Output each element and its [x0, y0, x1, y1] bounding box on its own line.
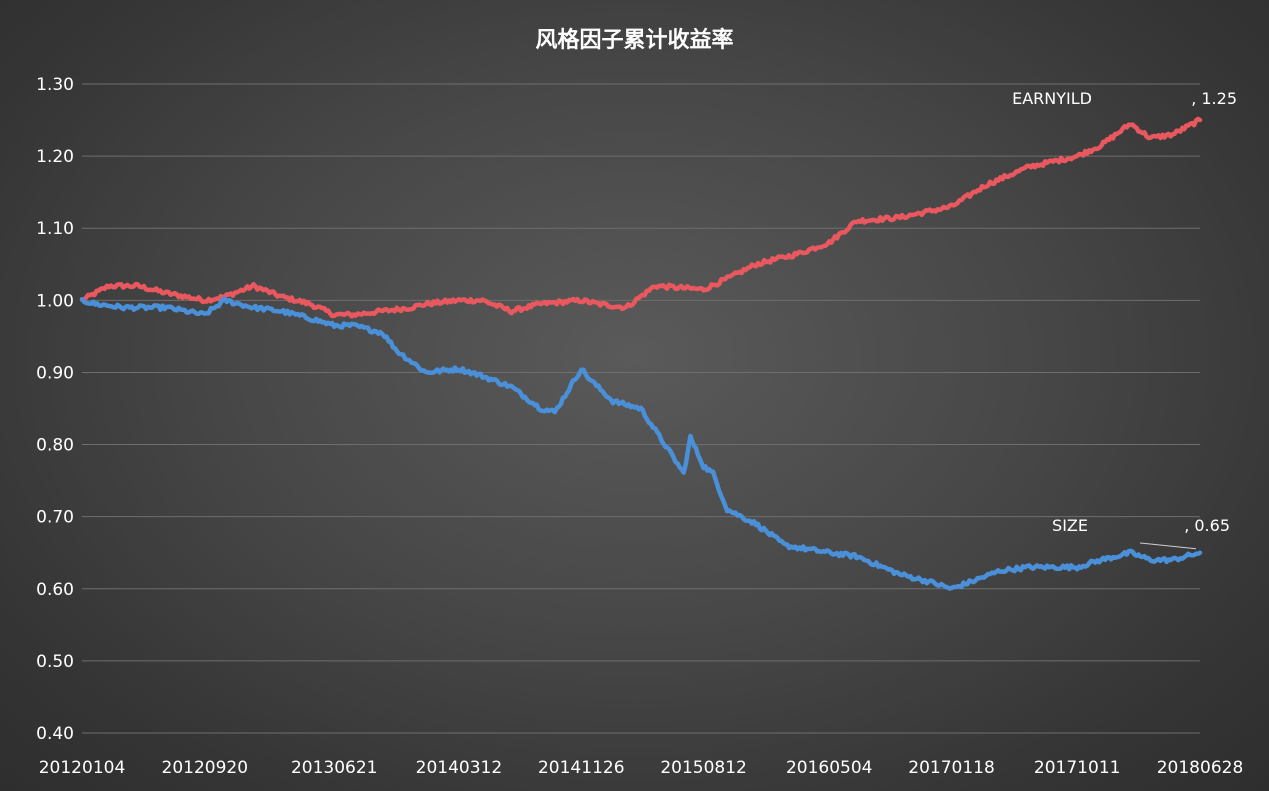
x-tick-label: 20171011: [1034, 758, 1121, 778]
x-axis: 20120104 20120920 20130621 20140312 20141126…: [39, 758, 1244, 778]
series-line-earnyild: [79, 116, 1203, 319]
y-axis: 0.40 0.50 0.60 0.70 0.80 0.90 1.00 1.10 1.20 1.30: [36, 75, 74, 744]
y-tick-label: 1.10: [36, 219, 74, 239]
series-line-size: [79, 296, 1203, 591]
x-tick-label: 20120920: [162, 758, 249, 778]
series-labels: EARNYILD , 1.25 SIZE , 0.65: [1012, 89, 1237, 550]
series-name-label: EARNYILD: [1012, 89, 1092, 108]
y-tick-label: 0.60: [36, 580, 74, 600]
y-tick-label: 0.40: [36, 724, 74, 744]
x-tick-label: 20140312: [416, 758, 503, 778]
y-tick-label: 1.20: [36, 147, 74, 167]
y-tick-label: 0.90: [36, 363, 74, 383]
x-tick-label: 20130621: [291, 758, 378, 778]
series-lines: [79, 116, 1203, 591]
x-tick-label: 20170118: [908, 758, 995, 778]
y-tick-label: 1.00: [36, 291, 74, 311]
x-tick-label: 20120104: [39, 758, 126, 778]
series-end-value-label: , 0.65: [1184, 516, 1230, 535]
series-end-value-label: , 1.25: [1191, 89, 1237, 108]
x-tick-label: 20160504: [786, 758, 873, 778]
chart-title: 风格因子累计收益率: [535, 28, 734, 53]
y-tick-label: 0.80: [36, 436, 74, 456]
x-tick-label: 20180628: [1157, 758, 1244, 778]
x-tick-label: 20150812: [660, 758, 747, 778]
y-tick-label: 0.50: [36, 652, 74, 672]
series-name-label: SIZE: [1052, 516, 1088, 535]
gridlines: [82, 83, 1200, 734]
label-leader-line: [1139, 542, 1197, 550]
y-tick-label: 0.70: [36, 508, 74, 528]
y-tick-label: 1.30: [36, 75, 74, 95]
x-tick-label: 20141126: [538, 758, 625, 778]
